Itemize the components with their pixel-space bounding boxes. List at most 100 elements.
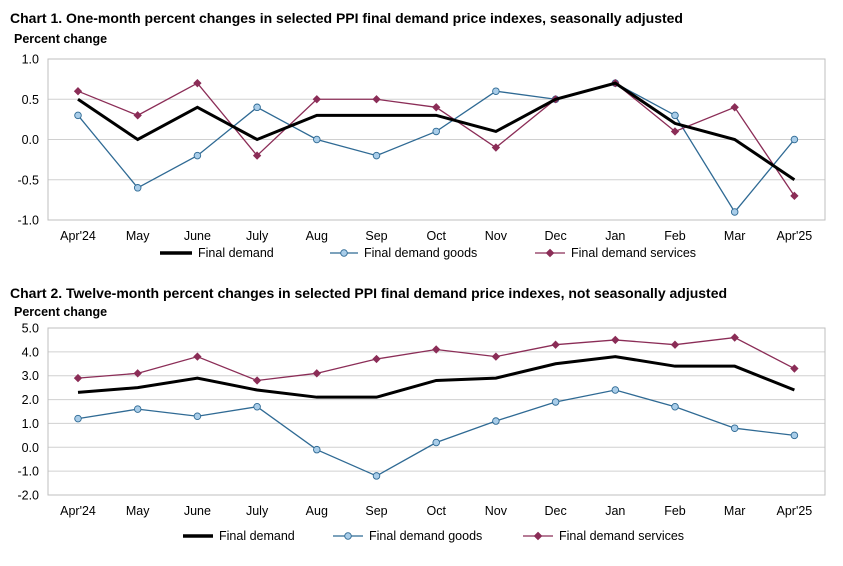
- chart1-legend-label: Final demand: [198, 246, 274, 260]
- chart1-y-tick-label: 0.5: [22, 93, 39, 107]
- chart1-point-final-demand-goods: [253, 103, 261, 112]
- chart2-point-final-demand-services: [372, 354, 381, 364]
- chart2-point-final-demand-services: [611, 335, 620, 345]
- chart1-x-tick-label: Jan: [605, 229, 625, 243]
- chart1-legend-label: Final demand services: [571, 246, 697, 260]
- chart2-point-final-demand-services: [790, 364, 799, 373]
- chart1-x-tick-label: Sep: [365, 229, 387, 243]
- chart2-y-tick-label: 4.0: [22, 345, 39, 359]
- chart1-y-tick-label: -0.5: [17, 173, 39, 187]
- chart1-legend-label: Final demand goods: [364, 246, 478, 260]
- chart2-x-tick-label: Apr'25: [777, 504, 813, 518]
- chart2-point-final-demand-goods: [432, 438, 440, 447]
- chart1-x-tick-label: May: [126, 229, 150, 243]
- chart2-point-final-demand-goods: [133, 405, 142, 413]
- chart2-point-final-demand-services: [193, 352, 202, 361]
- chart2-x-tick-label: Oct: [426, 504, 446, 518]
- chart2-point-final-demand-goods: [730, 424, 739, 432]
- chart2-x-tick-label: Sep: [365, 504, 387, 518]
- chart2-legend-item-final-demand-services: Final demand services: [523, 529, 684, 543]
- chart2-point-final-demand-goods: [611, 386, 620, 394]
- chart1-point-final-demand-goods: [432, 127, 440, 136]
- chart1-x-tick-label: Oct: [426, 229, 446, 243]
- chart1-legend-item-final-demand: Final demand: [160, 246, 274, 260]
- chart2-x-tick-label: Mar: [724, 504, 746, 518]
- chart1-point-final-demand-goods: [313, 135, 321, 144]
- chart2-point-final-demand-goods: [372, 472, 381, 480]
- chart2-point-final-demand-goods: [313, 445, 321, 454]
- chart2-legend-swatch-final-demand: [183, 534, 213, 538]
- chart2-y-tick-label: -1.0: [17, 465, 39, 479]
- chart2-y-tick-label: 5.0: [22, 322, 39, 336]
- chart1-y-axis-label: Percent change: [14, 32, 108, 46]
- chart2-x-tick-label: Apr'24: [60, 504, 96, 518]
- chart1-point-final-demand-services: [730, 103, 739, 112]
- chart1-x-tick-label: Nov: [485, 229, 508, 243]
- chart1-point-final-demand-services: [491, 143, 501, 152]
- chart2-legend-label: Final demand services: [559, 529, 685, 543]
- chart2-legend-label: Final demand: [219, 529, 295, 543]
- chart2-point-final-demand-services: [491, 352, 501, 361]
- chart1-point-final-demand-services: [73, 87, 83, 96]
- chart1-legend-item-final-demand-goods: Final demand goods: [330, 246, 477, 260]
- chart2-point-final-demand-goods: [193, 412, 202, 421]
- chart1-point-final-demand-goods: [790, 135, 799, 144]
- chart1-point-final-demand-goods: [730, 208, 739, 216]
- chart2-point-final-demand-goods: [790, 431, 799, 440]
- chart2-x-tick-label: July: [246, 504, 269, 518]
- chart2-x-tick-label: May: [126, 504, 150, 518]
- chart2-legend-label: Final demand goods: [369, 529, 483, 543]
- chart1-line-final-demand: [77, 81, 796, 181]
- chart2-x-tick-label: Nov: [485, 504, 508, 518]
- chart2-x-tick-label: Aug: [306, 504, 328, 518]
- chart2-x-tick-label: Feb: [664, 504, 686, 518]
- chart2-line-final-demand-services: [77, 336, 795, 382]
- chart2-title: Chart 2. Twelve-month percent changes in…: [10, 285, 728, 301]
- chart1-point-final-demand-goods: [74, 111, 82, 120]
- chart1-y-tick-label: 0.0: [22, 133, 39, 147]
- chart2-point-final-demand-services: [670, 340, 680, 349]
- chart1-point-final-demand-goods: [671, 111, 679, 120]
- chart1-legend-swatch-final-demand: [160, 251, 192, 255]
- chart2-x-tick-label: June: [184, 504, 211, 518]
- chart2-point-final-demand-goods: [253, 402, 261, 411]
- chart2-point-final-demand-services: [252, 376, 262, 385]
- chart1-point-final-demand-services: [790, 191, 799, 201]
- chart1-plot-frame: [47, 58, 826, 221]
- chart2-point-final-demand-services: [73, 373, 83, 383]
- chart1-point-final-demand-services: [670, 127, 680, 136]
- chart1-y-tick-label: -1.0: [17, 214, 39, 228]
- chart2-plot-frame: [47, 327, 826, 496]
- chart2-legend-item-final-demand-goods: Final demand goods: [333, 529, 482, 543]
- chart2-legend-swatch-final-demand-services: [523, 531, 553, 541]
- chart1-x-tick-label: June: [184, 229, 211, 243]
- chart1-x-tick-label: Dec: [544, 229, 566, 243]
- chart2-point-final-demand-goods: [551, 398, 560, 406]
- chart2-point-final-demand-services: [432, 345, 441, 354]
- chart2-y-axis-label: Percent change: [14, 305, 108, 319]
- chart2-point-final-demand-goods: [671, 402, 679, 411]
- chart1-x-tick-label: Apr'25: [777, 229, 813, 243]
- chart2-point-final-demand-goods: [492, 417, 500, 425]
- chart2-y-tick-label: 3.0: [22, 369, 39, 383]
- chart1-legend-item-final-demand-services: Final demand services: [535, 246, 696, 260]
- chart1-point-final-demand-services: [372, 95, 381, 104]
- chart2-legend-item-final-demand: Final demand: [183, 529, 295, 543]
- chart2-y-tick-label: -2.0: [17, 489, 39, 503]
- chart1-point-final-demand-services: [312, 95, 321, 104]
- chart1-title: Chart 1. One-month percent changes in se…: [10, 10, 683, 26]
- chart1-point-final-demand-services: [432, 103, 441, 112]
- chart2-legend-swatch-final-demand-goods: [333, 532, 363, 540]
- chart1-y-tick-label: 1.0: [22, 53, 39, 67]
- chart2-y-tick-label: 0.0: [22, 441, 39, 455]
- chart1-point-final-demand-goods: [492, 87, 500, 95]
- chart1-point-final-demand-goods: [193, 151, 202, 160]
- chart2-y-tick-label: 2.0: [22, 393, 39, 407]
- chart1-x-tick-label: Mar: [724, 229, 746, 243]
- chart2-point-final-demand-services: [551, 340, 560, 349]
- chart2-x-tick-label: Jan: [605, 504, 625, 518]
- chart1-point-final-demand-goods: [133, 184, 142, 192]
- chart2-x-tick-label: Dec: [544, 504, 566, 518]
